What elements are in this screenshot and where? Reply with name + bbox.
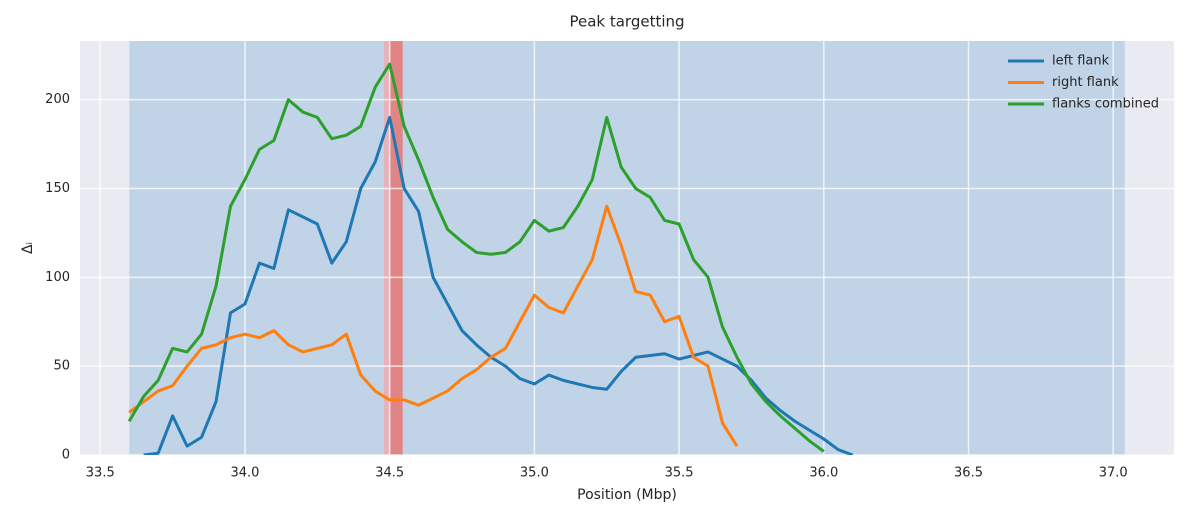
legend-label: left flank: [1052, 54, 1110, 69]
x-tick-label: 33.5: [86, 466, 115, 481]
legend-label: right flank: [1052, 75, 1119, 90]
x-axis-label: Position (Mbp): [577, 487, 677, 503]
x-tick-label: 37.0: [1099, 466, 1128, 481]
y-axis-label: Δᵢ: [20, 242, 36, 254]
data-line: [128, 204, 739, 447]
data-line: [143, 115, 854, 455]
legend-label: flanks combined: [1052, 97, 1159, 112]
y-tick-label: 50: [53, 359, 70, 374]
x-tick-label: 34.5: [375, 466, 404, 481]
x-tick-label: 34.0: [230, 466, 259, 481]
highlight-span: [129, 41, 1125, 455]
y-tick-label: 0: [62, 448, 70, 463]
y-tick-label: 150: [45, 181, 70, 196]
x-tick-label: 36.5: [954, 466, 983, 481]
x-tick-label: 35.0: [520, 466, 549, 481]
highlight-span: [383, 41, 390, 455]
x-tick-label: 35.5: [665, 466, 694, 481]
chart-title: Peak targetting: [569, 13, 684, 31]
data-line: [127, 62, 825, 453]
y-tick-label: 100: [45, 270, 70, 285]
x-tick-label: 36.0: [809, 466, 838, 481]
y-tick-label: 200: [45, 92, 70, 107]
highlight-span: [389, 41, 403, 455]
